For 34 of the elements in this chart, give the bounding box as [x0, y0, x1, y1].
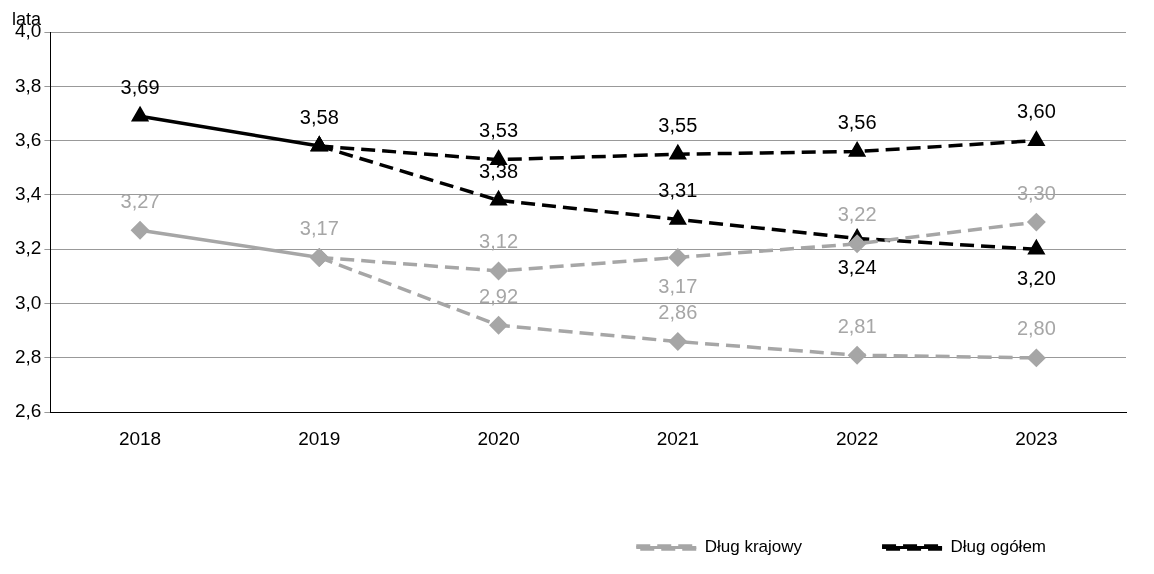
y-tick-label: 3,6 [14, 128, 42, 150]
y-tick-label: 3,4 [14, 183, 42, 205]
data-label: 3,22 [837, 203, 877, 226]
x-tick-label: 2019 [298, 427, 341, 449]
y-tick-label: 3,8 [14, 74, 42, 96]
data-label: 3,55 [658, 113, 698, 136]
y-tick-label: 2,6 [14, 400, 42, 422]
data-label: 3,58 [299, 105, 339, 128]
data-label: 3,12 [479, 230, 519, 253]
y-tick-label: 2,8 [14, 346, 42, 368]
x-tick-label: 2021 [656, 427, 699, 449]
data-label: 2,81 [837, 314, 877, 337]
data-label: 3,17 [299, 216, 339, 239]
data-label: 3,31 [658, 178, 698, 201]
data-label: 3,38 [479, 159, 519, 182]
data-label: 3,20 [1016, 266, 1056, 289]
data-label: 2,80 [1016, 317, 1056, 340]
data-label: 3,27 [120, 189, 160, 212]
x-tick-label: 2023 [1015, 427, 1058, 449]
y-tick-label: 3,0 [14, 291, 42, 313]
x-tick-label: 2018 [118, 427, 162, 449]
data-label: 3,69 [120, 75, 160, 98]
data-label: 3,17 [658, 274, 698, 297]
x-tick-label: 2020 [477, 427, 520, 449]
data-label: 2,92 [479, 284, 519, 307]
legend-label: Dług ogółem [950, 537, 1047, 557]
x-tick-label: 2022 [835, 427, 879, 449]
data-label: 3,53 [479, 119, 519, 142]
data-label: 3,60 [1016, 100, 1056, 123]
y-tick-label: 3,2 [14, 237, 42, 259]
data-label: 3,24 [837, 255, 877, 278]
data-label: 2,86 [658, 301, 698, 324]
data-label: 3,56 [837, 111, 877, 134]
legend-label: Dług krajowy [704, 537, 803, 557]
